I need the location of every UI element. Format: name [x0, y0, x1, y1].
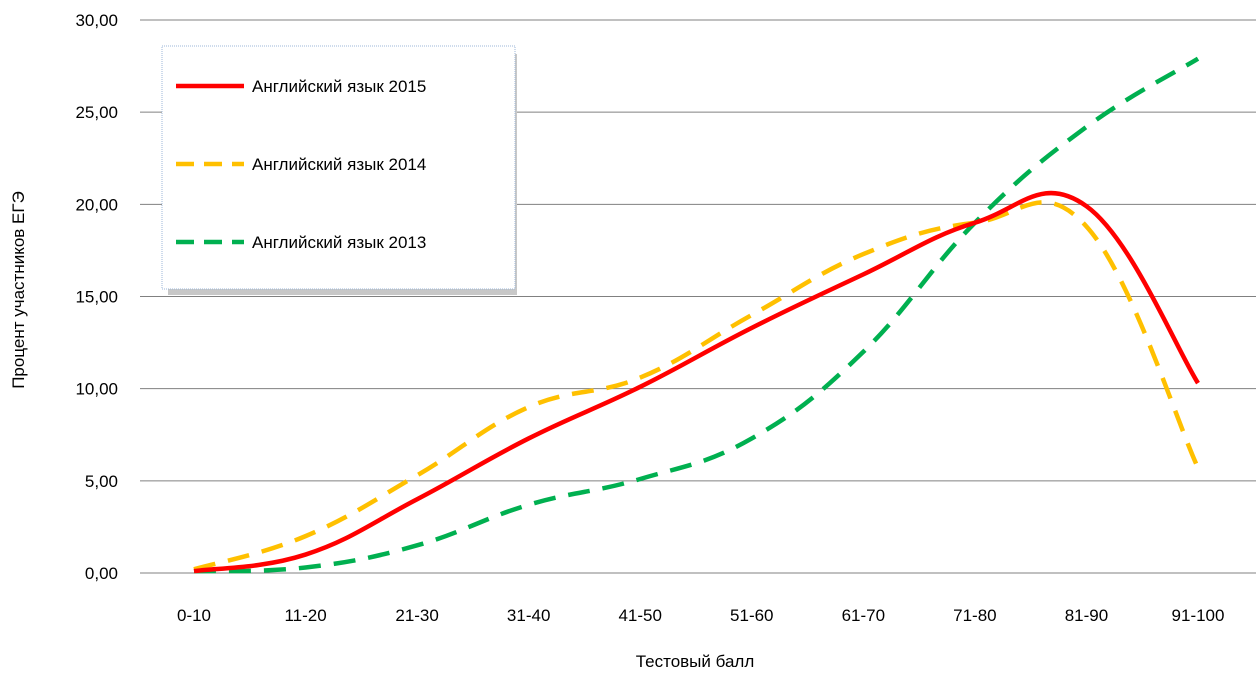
- x-tick-label: 81-90: [1065, 606, 1108, 625]
- y-tick-label: 30,00: [75, 11, 118, 30]
- y-tick-label: 10,00: [75, 380, 118, 399]
- y-tick-label: 25,00: [75, 103, 118, 122]
- series-line-1: [193, 190, 1200, 574]
- x-tick-label: 71-80: [953, 606, 996, 625]
- legend-label: Английский язык 2014: [252, 155, 426, 174]
- x-tick-label: 21-30: [395, 606, 438, 625]
- y-tick-label: 5,00: [85, 472, 118, 491]
- x-tick-label: 41-50: [618, 606, 661, 625]
- y-tick-label: 0,00: [85, 564, 118, 583]
- y-axis-title: Процент участников ЕГЭ: [9, 191, 28, 389]
- series-line-3: [193, 56, 1200, 574]
- x-tick-label: 51-60: [730, 606, 773, 625]
- series-line-2: [193, 200, 1201, 572]
- legend: Английский язык 2015 Английский язык 2014…: [161, 45, 517, 295]
- x-axis-title: Тестовый балл: [636, 652, 755, 671]
- legend-label: Английский язык 2015: [252, 77, 426, 96]
- y-axis-tick-labels: 0,00 5,00 10,00 15,00 20,00 25,00 30,00: [75, 11, 118, 583]
- x-tick-label: 11-20: [284, 606, 326, 625]
- x-axis-tick-labels: 0-10 11-20 21-30 31-40 41-50 51-60 61-70 71-80 8…: [177, 606, 1224, 625]
- series-lines: [193, 56, 1201, 574]
- x-tick-label: 61-70: [842, 606, 885, 625]
- x-tick-label: 0-10: [177, 606, 211, 625]
- legend-label: Английский язык 2013: [252, 233, 426, 252]
- y-tick-label: 15,00: [75, 288, 118, 307]
- y-tick-label: 20,00: [75, 195, 118, 214]
- x-tick-label: 91-100: [1172, 606, 1225, 625]
- x-tick-label: 31-40: [507, 606, 550, 625]
